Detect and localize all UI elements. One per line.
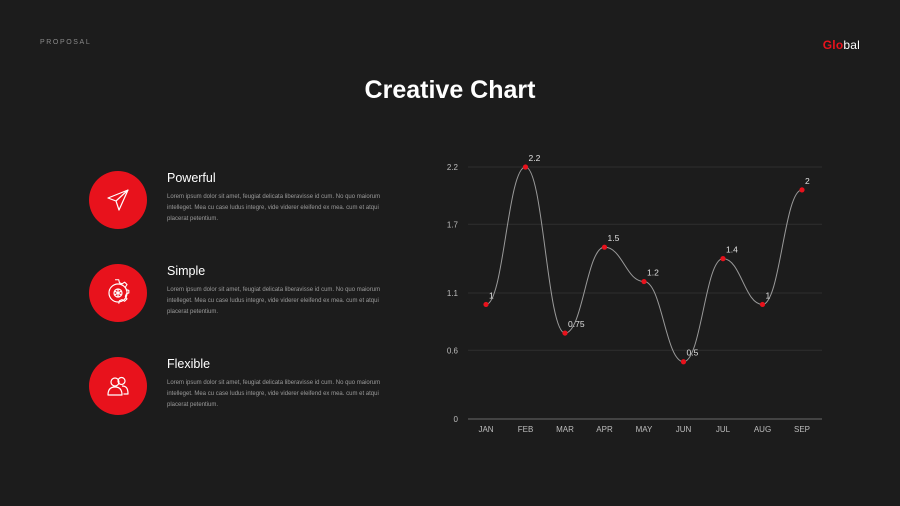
line-chart: 0 0.6 1.1 1.7 2.2 JAN FEB MAR APR MAY JUN JUL AUG SEP… [447,153,822,434]
x-tick-label: SEP [794,425,810,434]
series-line [485,166,803,363]
data-label: 0.75 [568,319,585,329]
feature-title: Powerful [167,171,216,185]
feature-description: Lorem ipsum dolor sit amet, feugiat deli… [167,380,381,408]
logo-part-white: bal [843,38,860,52]
brand-logo: Global [823,38,860,52]
feature-description: Lorem ipsum dolor sit amet, feugiat deli… [167,287,381,315]
x-tick-label: AUG [754,425,771,434]
feature-description: Lorem ipsum dolor sit amet, feugiat deli… [167,194,381,222]
data-label: 1 [489,290,494,300]
feature-icon-circle [89,357,147,415]
data-point [680,359,687,365]
data-label: 2.2 [529,153,541,163]
x-tick-label: JUL [716,425,731,434]
data-point [720,256,726,262]
y-tick-label: 1.1 [447,289,459,298]
paper-plane-icon [107,189,129,211]
data-point [759,301,766,308]
feature-title: Flexible [167,357,211,371]
x-tick-label: APR [596,425,613,434]
y-tick-label: 2.2 [447,163,459,172]
data-label: 1.4 [726,245,738,255]
data-point [483,301,489,308]
data-label: 1.2 [647,268,659,278]
data-point [522,164,529,170]
data-label: 2 [805,176,810,186]
feature-icon-circle [89,264,147,322]
data-label: 0.5 [687,348,699,358]
x-tick-label: FEB [518,425,534,434]
x-tick-label: JUN [676,425,692,434]
feature-powerful: Powerful Lorem ipsum dolor sit amet, feu… [89,171,399,241]
users-icon [107,376,129,396]
data-point [562,330,568,336]
gear-icon [108,279,130,304]
feature-flexible: Flexible Lorem ipsum dolor sit amet, feu… [89,357,399,427]
feature-title: Simple [167,264,206,278]
x-tick-label: MAR [556,425,574,434]
y-tick-label: 1.7 [447,220,459,229]
x-tick-label: MAY [636,425,653,434]
feature-icon-circle [89,171,147,229]
x-tick-label: JAN [478,425,493,434]
proposal-label: PROPOSAL [40,39,92,46]
page-title: Creative Chart [364,76,536,104]
feature-simple: Simple Lorem ipsum dolor sit amet, feugi… [89,264,399,334]
y-tick-label: 0 [454,415,459,424]
logo-part-red: Glo [822,38,844,52]
y-tick-label: 0.6 [447,346,459,355]
data-point [799,187,805,193]
data-label: 1.5 [608,233,620,243]
data-point [641,278,647,285]
data-point [601,244,608,250]
data-label: 1 [766,290,771,300]
